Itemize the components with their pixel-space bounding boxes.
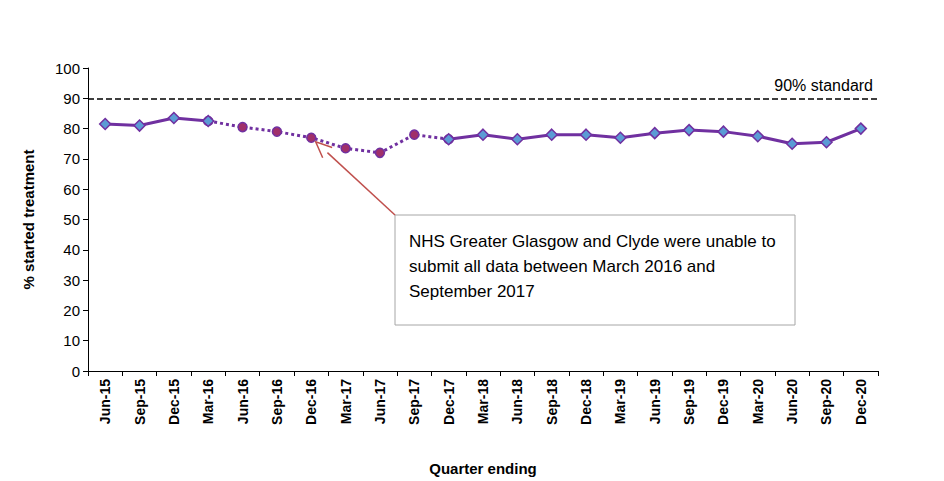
svg-text:Mar-19: Mar-19 — [612, 379, 628, 424]
svg-text:Jun-20: Jun-20 — [784, 379, 800, 424]
svg-text:September 2017: September 2017 — [409, 282, 535, 301]
svg-text:Dec-16: Dec-16 — [303, 379, 319, 425]
svg-text:10: 10 — [63, 332, 80, 349]
svg-text:Sep-15: Sep-15 — [132, 379, 148, 425]
svg-text:50: 50 — [63, 211, 80, 228]
svg-text:NHS Greater Glasgow and Clyde: NHS Greater Glasgow and Clyde were unabl… — [409, 232, 780, 251]
svg-text:70: 70 — [63, 150, 80, 167]
svg-text:80: 80 — [63, 120, 80, 137]
svg-text:0: 0 — [72, 363, 80, 380]
svg-text:Mar-17: Mar-17 — [338, 379, 354, 424]
svg-text:Mar-20: Mar-20 — [750, 379, 766, 424]
svg-text:60: 60 — [63, 181, 80, 198]
svg-text:Jun-15: Jun-15 — [97, 379, 113, 424]
svg-text:40: 40 — [63, 241, 80, 258]
svg-text:Dec-20: Dec-20 — [853, 379, 869, 425]
svg-text:Mar-16: Mar-16 — [200, 379, 216, 424]
svg-text:Sep-18: Sep-18 — [544, 379, 560, 425]
svg-text:Jun-18: Jun-18 — [509, 379, 525, 424]
svg-text:20: 20 — [63, 302, 80, 319]
svg-text:30: 30 — [63, 272, 80, 289]
svg-text:Mar-18: Mar-18 — [475, 379, 491, 424]
svg-text:90% standard: 90% standard — [774, 77, 873, 94]
svg-text:Sep-19: Sep-19 — [681, 379, 697, 425]
svg-text:Dec-17: Dec-17 — [441, 379, 457, 425]
svg-text:Sep-16: Sep-16 — [269, 379, 285, 425]
svg-text:Dec-19: Dec-19 — [715, 379, 731, 425]
svg-text:Dec-18: Dec-18 — [578, 379, 594, 425]
svg-text:100: 100 — [55, 60, 80, 77]
svg-text:% started treatment: % started treatment — [20, 149, 37, 289]
svg-text:Sep-20: Sep-20 — [818, 379, 834, 425]
svg-text:Sep-17: Sep-17 — [406, 379, 422, 425]
svg-text:Jun-17: Jun-17 — [372, 379, 388, 424]
svg-text:Jun-19: Jun-19 — [647, 379, 663, 424]
svg-text:Jun-16: Jun-16 — [235, 379, 251, 424]
svg-text:Quarter ending: Quarter ending — [429, 460, 537, 477]
svg-text:90: 90 — [63, 90, 80, 107]
svg-text:Dec-15: Dec-15 — [166, 379, 182, 425]
svg-text:submit all data between March: submit all data between March 2016 and — [409, 257, 720, 276]
